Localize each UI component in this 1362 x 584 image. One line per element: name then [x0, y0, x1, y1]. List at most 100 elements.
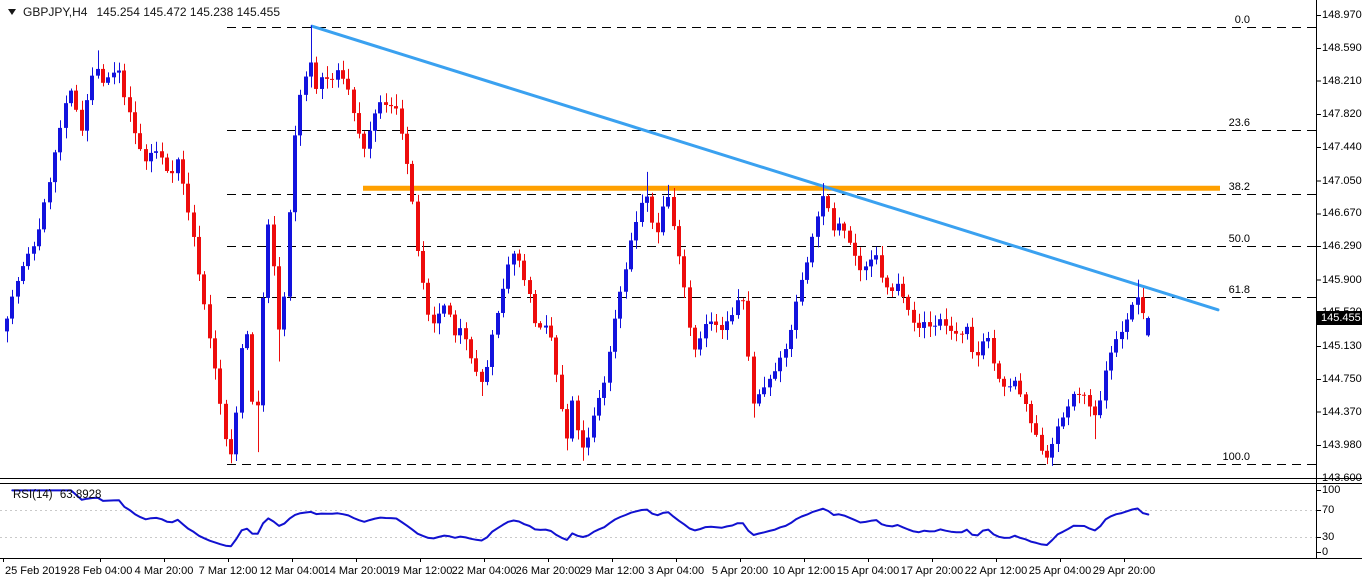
candle-body [234, 412, 238, 455]
time-axis-label: 7 Mar 12:00 [198, 565, 258, 577]
time-axis-label: 22 Mar 04:00 [451, 565, 517, 577]
candle-body [634, 221, 638, 241]
candle-body [442, 305, 446, 314]
candle-body [821, 196, 825, 217]
fib-level-label: 38.2 [1228, 180, 1250, 193]
candle-body [352, 89, 356, 114]
candle-body [517, 253, 521, 261]
candle-body [1120, 331, 1124, 340]
candle-body [1104, 370, 1108, 401]
candle-body [944, 319, 948, 326]
candle-body [432, 314, 436, 324]
candle-body [1082, 394, 1086, 396]
candle-body [42, 202, 46, 230]
candle-body [960, 333, 964, 335]
candle-body [480, 371, 484, 382]
candle-body [474, 358, 478, 372]
time-axis[interactable]: 25 Feb 2019 28 Feb 04:00 4 Mar 20:00 7 Mar … [0, 558, 1362, 584]
candle-body [794, 301, 798, 330]
candle-body [192, 212, 196, 237]
price-axis-label: 148.590 [1322, 41, 1362, 54]
time-axis-label: 25 Feb 2019 [5, 565, 67, 577]
candle-body [581, 430, 585, 448]
candle-body [736, 300, 740, 316]
candle-body [144, 149, 148, 162]
candle-body [624, 269, 628, 292]
candle-body [53, 152, 57, 183]
price-axis-label: 148.970 [1322, 9, 1362, 21]
candle-body [32, 246, 36, 254]
candle-body [501, 288, 505, 313]
candle-body [64, 103, 68, 128]
candle-body [992, 338, 996, 364]
collapse-ohlc-icon[interactable] [8, 9, 16, 15]
candle-body [890, 287, 894, 291]
time-axis-label: 29 Mar 12:00 [579, 565, 645, 577]
time-axis-label: 4 Mar 20:00 [134, 565, 194, 577]
candle-body [912, 309, 916, 323]
price-axis[interactable]: 148.970 148.590 148.210 147.820 147.440 147.0… [1316, 0, 1362, 484]
candle-body [522, 260, 526, 281]
candle-body [400, 108, 404, 134]
candle-body [1136, 297, 1140, 305]
candle-body [85, 100, 89, 131]
time-axis-label: 17 Apr 20:00 [900, 565, 964, 577]
candle-body [293, 135, 297, 213]
candle-body [565, 409, 569, 439]
candle-body [602, 382, 606, 398]
rsi-axis-label: 70 [1322, 504, 1335, 516]
candle-body [90, 75, 94, 101]
candle-body [1114, 339, 1118, 353]
candle-body [976, 352, 980, 356]
rsi-name-label: RSI(14) [13, 489, 53, 501]
price-axis-label: 147.050 [1322, 174, 1362, 187]
candle-body [1002, 378, 1006, 387]
time-axis-label: 22 Apr 12:00 [964, 565, 1028, 577]
candle-body [1088, 395, 1092, 407]
candle-body [309, 62, 313, 77]
candle-body [853, 242, 857, 256]
candle-body [869, 259, 873, 267]
candle-body [437, 313, 441, 324]
candle-body [570, 400, 574, 439]
candle-body [186, 183, 190, 213]
candle-body [314, 62, 318, 89]
rsi-axis[interactable]: 100 70 30 0 [1316, 483, 1362, 558]
candle-body [181, 159, 185, 184]
time-axis-label: 15 Apr 04:00 [836, 565, 900, 577]
candle-body [240, 348, 244, 413]
candle-body [5, 318, 9, 332]
candle-body [1066, 406, 1070, 418]
candle-body [629, 240, 633, 270]
candle-body [170, 171, 174, 174]
candle-body [368, 130, 372, 149]
candle-body [133, 112, 137, 134]
candle-body [560, 374, 564, 410]
candle-body [330, 78, 334, 80]
rsi-axis-label: 0 [1322, 546, 1329, 558]
axes [0, 0, 1362, 562]
fibonacci-retracement [227, 27, 1316, 465]
ohlc-quotes-label: 145.254 145.472 145.238 145.455 [96, 5, 280, 19]
symbol-period-label: GBPJPY,H4 [23, 5, 88, 19]
trendline [310, 24, 1220, 312]
current-price-badge: 145.455 [1317, 311, 1362, 325]
candle-body [576, 400, 580, 431]
candle-body [650, 196, 654, 223]
candle-body [800, 279, 804, 302]
candle-body [544, 325, 548, 328]
candle-body [666, 196, 670, 207]
fib-level-label: 23.6 [1228, 116, 1250, 129]
candle-body [837, 223, 841, 231]
candle-body [453, 314, 457, 336]
candle-body [336, 70, 340, 80]
candle-body [874, 255, 878, 260]
candle-body [1130, 304, 1134, 320]
candle-body [378, 102, 382, 114]
candle-body [549, 325, 553, 338]
candle-body [229, 439, 233, 455]
candle-body [218, 368, 222, 404]
candle-body [778, 357, 782, 372]
candle-body [826, 196, 830, 209]
